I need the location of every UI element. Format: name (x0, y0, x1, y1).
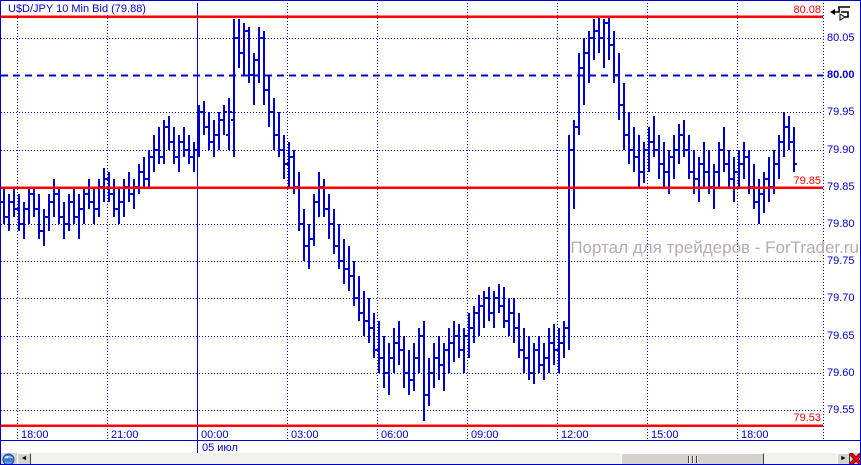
red-level-label: 79.85 (793, 175, 821, 187)
price-tick-label: 79.75 (827, 255, 855, 267)
time-tick-label: 09:00 (471, 429, 499, 441)
chart-title: U$D/JPY 10 Min Bid (79.88) (8, 3, 149, 15)
time-tick-label: 12:00 (561, 429, 589, 441)
scroll-left-button[interactable]: ◄ (17, 453, 31, 464)
session-high-label: 80.08 (793, 4, 821, 16)
price-tick-label: 80.05 (827, 32, 855, 44)
price-tick-label: 80.00 (827, 69, 855, 81)
price-tick-label: 79.85 (827, 181, 855, 193)
close-icon[interactable] (850, 453, 861, 465)
price-tick-label: 79.55 (827, 404, 855, 416)
price-tick-label: 79.80 (827, 218, 855, 230)
time-tick-label: 15:00 (651, 429, 679, 441)
time-tick-label: 06:00 (381, 429, 409, 441)
scrollbar-grip (687, 456, 698, 463)
ohlc-bars (1, 16, 797, 421)
scrollbar-thumb[interactable] (621, 453, 764, 464)
session-low-label: 79.53 (793, 412, 821, 424)
time-tick-label: 18:00 (21, 429, 49, 441)
time-tick-label: 18:00 (741, 429, 769, 441)
time-tick-label: 00:00 (201, 429, 229, 441)
price-tick-label: 79.60 (827, 367, 855, 379)
time-tick-label: 21:00 (111, 429, 139, 441)
price-tick-label: 79.95 (827, 106, 855, 118)
horizontal-scrollbar: ◄ ► (1, 453, 861, 465)
red-level-lines (1, 15, 823, 427)
time-tick-label: 03:00 (291, 429, 319, 441)
scrollbar-track[interactable] (31, 453, 837, 464)
trend-cursor-icon[interactable] (828, 3, 854, 23)
scroll-right-button[interactable]: ► (837, 453, 850, 464)
price-tick-label: 79.65 (827, 330, 855, 342)
price-tick-label: 79.90 (827, 144, 855, 156)
price-tick-label: 79.70 (827, 292, 855, 304)
globe-icon[interactable] (2, 453, 15, 465)
watermark: Портал для трейдеров - ForTrader.ru (570, 238, 859, 257)
date-label: 05 июл (202, 442, 238, 454)
